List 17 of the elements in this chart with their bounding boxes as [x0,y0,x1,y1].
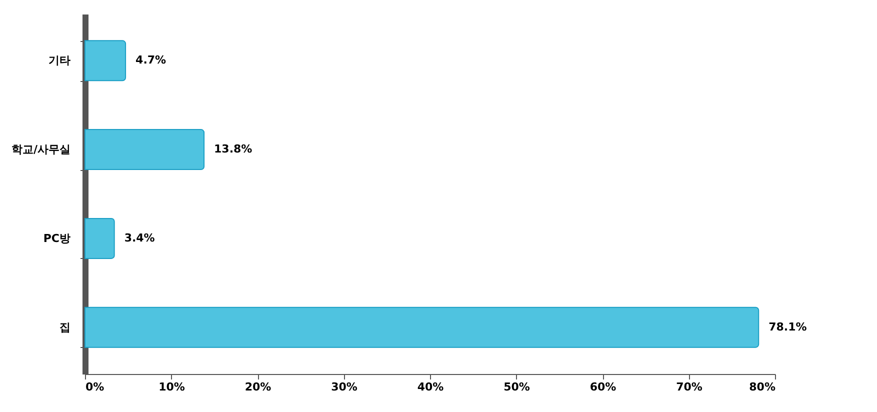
y-tick-label: PC방 [43,232,70,245]
data-label: 3.4% [124,231,155,244]
x-tick-label: 50% [504,380,530,394]
x-tick-label: 70% [676,380,702,394]
data-label: 13.8% [214,142,252,156]
data-label: 4.7% [136,54,166,67]
data-label: 78.1% [768,320,807,334]
y-tick-label: 기타 [48,54,70,68]
y-tick-label: 학교/사무실 [11,143,70,156]
x-tick-label: 80% [749,380,776,394]
x-tick-label: 20% [244,380,272,394]
x-tick-label: 30% [331,380,358,394]
x-tick-label: 10% [158,380,185,394]
x-tick-label: 0% [86,380,104,394]
x-tick-label: 60% [590,380,616,394]
x-tick-label: 40% [417,380,444,394]
y-tick-label: 집 [60,320,70,334]
